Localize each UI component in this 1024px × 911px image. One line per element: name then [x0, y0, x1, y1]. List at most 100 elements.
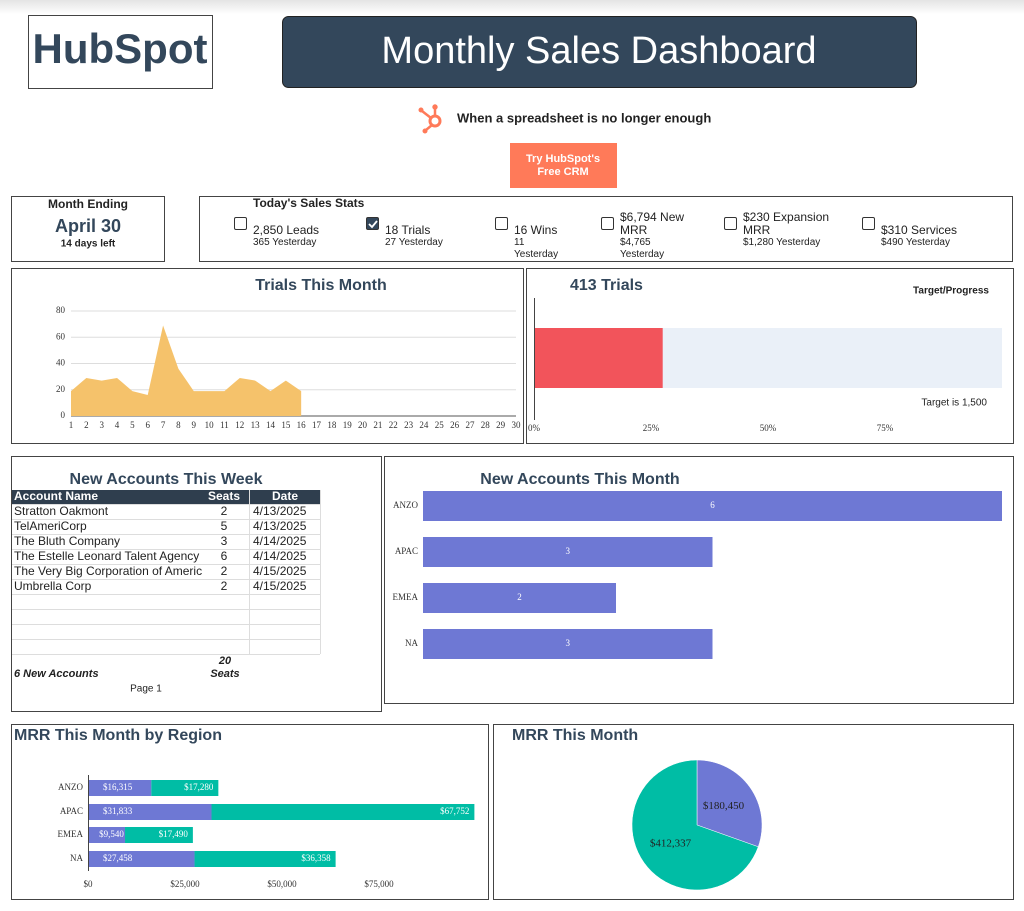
- x-tick-label: 23: [404, 420, 414, 430]
- x-tick-label: 50%: [760, 423, 777, 433]
- bar-segment: [194, 851, 336, 867]
- x-tick-label: 16: [297, 420, 307, 430]
- x-tick-label: 19: [343, 420, 353, 430]
- chart-title: MRR This Month: [512, 727, 638, 744]
- bar-segment: [88, 827, 126, 843]
- data-label: 2: [517, 592, 522, 602]
- category-label: APAC: [395, 546, 418, 556]
- table-title: New Accounts This Week: [70, 471, 263, 488]
- cell: 2: [221, 564, 228, 578]
- checkbox[interactable]: [495, 217, 508, 230]
- stat-sub: $4,765 Yesterday: [620, 237, 665, 260]
- x-tick-label: 24: [419, 420, 429, 430]
- bar: [423, 537, 713, 567]
- x-tick-label: 27: [465, 420, 475, 430]
- category-label: ANZO: [393, 500, 418, 510]
- cell: 4/15/2025: [253, 579, 307, 593]
- x-tick-label: 1: [69, 420, 74, 430]
- cell: 4/15/2025: [253, 564, 307, 578]
- x-tick-label: 10: [205, 420, 215, 430]
- title-banner: [282, 16, 917, 88]
- x-tick-label: 12: [235, 420, 244, 430]
- checkmark: [368, 220, 378, 229]
- category-label: EMEA: [393, 592, 419, 602]
- x-tick-label: 75%: [877, 423, 894, 433]
- data-label: $180,450: [703, 800, 745, 812]
- x-tick-label: 14: [266, 420, 276, 430]
- x-tick-label: $50,000: [267, 879, 297, 889]
- annotation: Target is 1,500: [921, 398, 987, 409]
- x-tick-label: 25%: [643, 423, 660, 433]
- x-tick-label: 8: [176, 420, 181, 430]
- chart-box: [11, 268, 524, 444]
- data-label: $36,358: [301, 853, 331, 863]
- y-tick-label: 80: [56, 305, 66, 315]
- logo: HubSpot: [33, 25, 208, 72]
- checkbox[interactable]: [366, 217, 379, 230]
- cta-text[interactable]: Try HubSpot's: [526, 153, 600, 165]
- bar: [423, 629, 713, 659]
- accounts-total: 6 New Accounts: [14, 668, 99, 680]
- cell: 4/13/2025: [253, 504, 307, 518]
- seats-total: 20: [218, 655, 232, 667]
- x-tick-label: 0%: [528, 423, 541, 433]
- x-tick-label: 9: [192, 420, 197, 430]
- bar-segment: [88, 780, 152, 796]
- x-tick-label: 5: [130, 420, 135, 430]
- table-header: [12, 490, 320, 504]
- cell: 2: [221, 579, 228, 593]
- cell: 3: [221, 534, 228, 548]
- data-label: $17,490: [159, 829, 189, 839]
- data-label: 6: [710, 500, 715, 510]
- x-tick-label: 20: [358, 420, 368, 430]
- category-label: ANZO: [58, 782, 83, 792]
- cell: TelAmeriCorp: [14, 519, 87, 533]
- x-tick-label: 28: [481, 420, 491, 430]
- data-label: 3: [566, 546, 571, 556]
- bar-segment: [125, 827, 193, 843]
- stat: 18 Trials 27 Yesterday: [385, 211, 495, 249]
- stat-item: $310 Services$490 Yesterday: [881, 223, 958, 249]
- column-header: Date: [272, 489, 298, 503]
- stat-sub: 11 Yesterday: [514, 237, 559, 260]
- cell: Stratton Oakmont: [14, 504, 109, 518]
- logo-box: [28, 15, 213, 89]
- y-tick-label: 40: [56, 358, 66, 368]
- x-tick-label: 6: [145, 420, 150, 430]
- stat: $6,794 New MRR $4,765 Yesterday: [620, 211, 695, 261]
- x-tick-label: 15: [281, 420, 291, 430]
- cta-button[interactable]: [510, 143, 617, 188]
- page-number: Page 1: [130, 684, 162, 695]
- checkbox[interactable]: [234, 217, 247, 230]
- bar-segment: [211, 804, 475, 820]
- data-label: $31,833: [103, 806, 133, 816]
- checkbox[interactable]: [724, 217, 737, 230]
- cta-text[interactable]: Free CRM: [537, 166, 588, 178]
- chart-title: New Accounts This Month: [480, 471, 679, 488]
- page-title: Monthly Sales Dashboard: [381, 30, 816, 72]
- x-tick-label: 18: [327, 420, 337, 430]
- stat-item: $6,794 New MRR$4,765 Yesterday: [620, 211, 695, 261]
- data-label: 3: [566, 638, 571, 648]
- x-tick-label: 25: [435, 420, 445, 430]
- cell: 4/14/2025: [253, 534, 307, 548]
- x-tick-label: 30: [512, 420, 522, 430]
- tagline: When a spreadsheet is no longer enough: [457, 110, 711, 125]
- x-tick-label: $25,000: [170, 879, 200, 889]
- sprocket-icon: [418, 104, 442, 134]
- month-box: [11, 196, 165, 262]
- stat-sub: $490 Yesterday: [881, 237, 950, 248]
- stat-label: $310 Services: [881, 223, 958, 237]
- chart-title: MRR This Month by Region: [14, 727, 222, 744]
- column-header: Account Name: [14, 489, 98, 503]
- table-body: Stratton Oakmont 2 4/13/2025 TelAmeriCorp 5 4…: [12, 490, 321, 655]
- x-tick-label: 13: [251, 420, 261, 430]
- area: [71, 325, 302, 416]
- stat-sub: 27 Yesterday: [385, 237, 443, 248]
- bar: [423, 491, 1002, 521]
- checkbox[interactable]: [601, 217, 614, 230]
- cell: 2: [221, 504, 228, 518]
- checkbox[interactable]: [862, 217, 875, 230]
- stat: 16 Wins 11 Yesterday: [514, 211, 569, 261]
